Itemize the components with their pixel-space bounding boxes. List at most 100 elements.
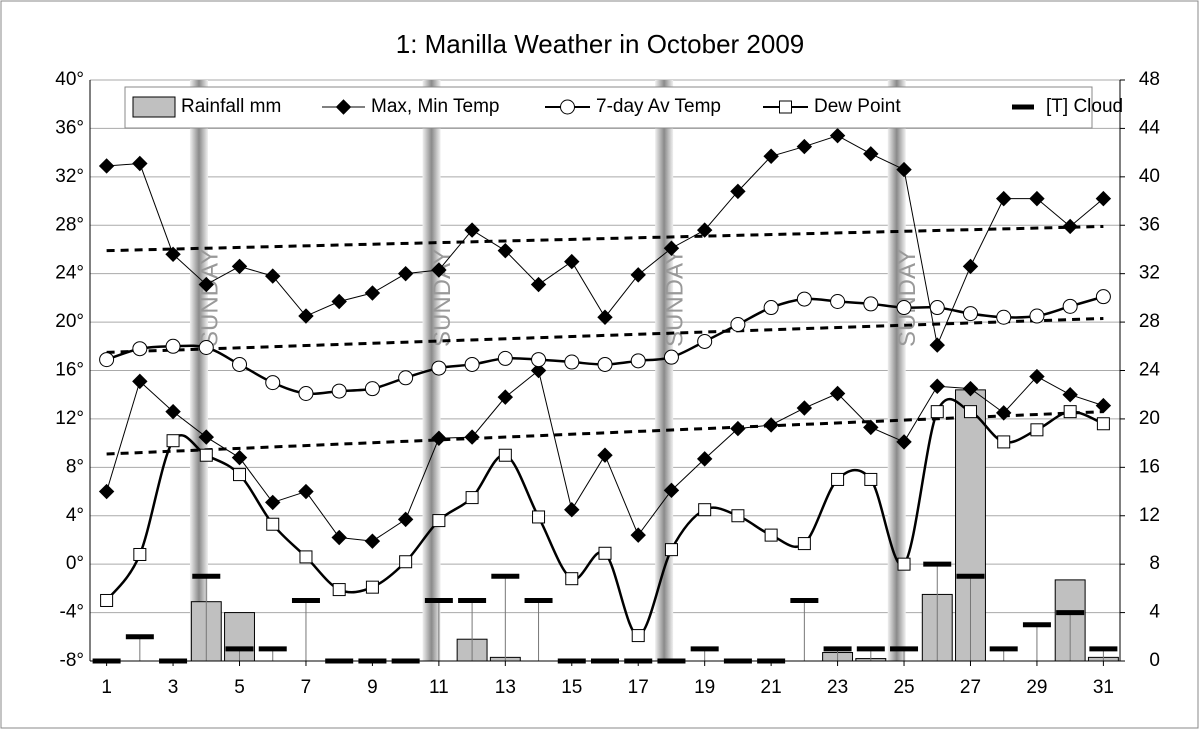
diamond-marker xyxy=(829,127,846,144)
circle-marker xyxy=(763,300,779,316)
y-tick-label: 20° xyxy=(55,311,84,332)
square-marker xyxy=(465,491,479,505)
square-marker xyxy=(664,543,678,557)
y2-tick-label: 24 xyxy=(1139,360,1161,381)
square-marker xyxy=(1030,423,1044,437)
square-marker xyxy=(133,547,147,561)
circle-marker xyxy=(630,353,646,369)
diamond-marker xyxy=(331,529,347,546)
circle-marker xyxy=(198,340,214,356)
diamond-marker xyxy=(364,285,381,301)
diamond-marker xyxy=(696,451,713,467)
y-tick-label: 16° xyxy=(55,360,84,381)
y2-tick-label: 16 xyxy=(1139,456,1160,477)
square-marker xyxy=(930,405,944,419)
x-tick-label: 7 xyxy=(301,677,312,698)
diamond-marker xyxy=(265,494,281,511)
legend-box xyxy=(124,86,1093,129)
square-marker xyxy=(764,528,778,542)
diamond-marker xyxy=(929,337,945,353)
y-tick-label: 40° xyxy=(55,69,84,90)
x-tick-label: 21 xyxy=(761,677,782,698)
sunday-label: SUNDAY xyxy=(429,249,456,347)
y2-tick-label: 36 xyxy=(1139,214,1160,235)
square-marker xyxy=(831,472,845,486)
legend-label: 7-day Av Temp xyxy=(596,96,721,117)
square-marker xyxy=(399,555,413,569)
diamond-marker xyxy=(962,380,979,397)
legend-marker xyxy=(560,99,575,115)
sunday-label: SUNDAY xyxy=(196,249,223,347)
diamond-marker xyxy=(796,400,813,416)
y-tick-label: 32° xyxy=(55,166,84,187)
y-tick-label: 28° xyxy=(55,214,84,235)
diamond-marker xyxy=(165,246,181,263)
diamond-marker xyxy=(597,447,613,463)
square-marker xyxy=(631,629,645,643)
circle-marker xyxy=(531,352,547,368)
circle-marker xyxy=(730,317,746,333)
x-tick-label: 3 xyxy=(168,677,179,698)
legend-label: Max, Min Temp xyxy=(371,96,499,117)
diamond-marker xyxy=(431,430,447,446)
y-tick-label: 4° xyxy=(66,505,84,526)
diamond-marker xyxy=(1029,190,1045,207)
y-tick-label: -4° xyxy=(60,602,85,623)
diamond-marker xyxy=(364,533,381,549)
circle-marker xyxy=(331,383,347,399)
x-tick-label: 25 xyxy=(893,677,914,698)
diamond-marker xyxy=(530,362,547,379)
y-tick-label: 36° xyxy=(55,117,84,138)
diamond-marker xyxy=(397,511,414,528)
circle-marker xyxy=(464,356,480,372)
circle-marker xyxy=(663,349,679,365)
circle-marker xyxy=(564,354,580,370)
x-tick-label: 31 xyxy=(1093,677,1114,698)
diamond-marker xyxy=(896,434,912,450)
square-marker xyxy=(797,537,811,551)
square-marker xyxy=(532,510,546,524)
diamond-marker xyxy=(530,276,547,293)
square-marker xyxy=(266,517,280,531)
square-marker xyxy=(299,550,313,564)
x-tick-label: 1 xyxy=(101,677,112,698)
x-tick-label: 17 xyxy=(628,677,649,698)
diamond-marker xyxy=(1095,190,1112,207)
diamond-marker xyxy=(132,155,148,172)
square-marker xyxy=(498,448,512,462)
square-marker xyxy=(897,557,911,571)
diamond-marker xyxy=(497,242,514,259)
circle-marker xyxy=(298,385,314,401)
square-marker xyxy=(698,503,712,517)
diamond-marker xyxy=(331,293,347,310)
diamond-marker xyxy=(730,420,746,437)
x-tick-label: 11 xyxy=(429,677,449,698)
y-tick-label: 0° xyxy=(66,553,84,574)
circle-marker xyxy=(863,296,879,312)
circle-marker xyxy=(1062,298,1078,314)
diamond-marker xyxy=(98,483,115,500)
circle-marker xyxy=(431,360,447,376)
circle-marker xyxy=(1029,308,1045,324)
y-tick-label: 8° xyxy=(66,456,84,477)
y2-tick-label: 28 xyxy=(1139,311,1160,332)
diamond-marker xyxy=(630,527,646,543)
circle-marker xyxy=(929,300,945,316)
y2-tick-label: 4 xyxy=(1149,602,1160,623)
diamond-marker xyxy=(165,403,181,420)
y2-tick-label: 20 xyxy=(1139,408,1160,429)
diamond-marker xyxy=(863,146,879,162)
y2-tick-label: 40 xyxy=(1139,166,1160,187)
legend-label: Dew Point xyxy=(814,96,901,117)
circle-marker xyxy=(497,350,513,366)
diamond-marker xyxy=(564,253,580,270)
diamond-marker xyxy=(630,267,646,283)
sunday-label: SUNDAY xyxy=(661,249,688,347)
diamond-marker xyxy=(996,405,1012,421)
circle-marker xyxy=(232,356,248,372)
circle-marker xyxy=(99,352,115,368)
diamond-marker xyxy=(796,138,813,155)
sunday-band xyxy=(887,80,906,661)
x-tick-label: 13 xyxy=(495,677,516,698)
diamond-marker xyxy=(464,429,480,445)
